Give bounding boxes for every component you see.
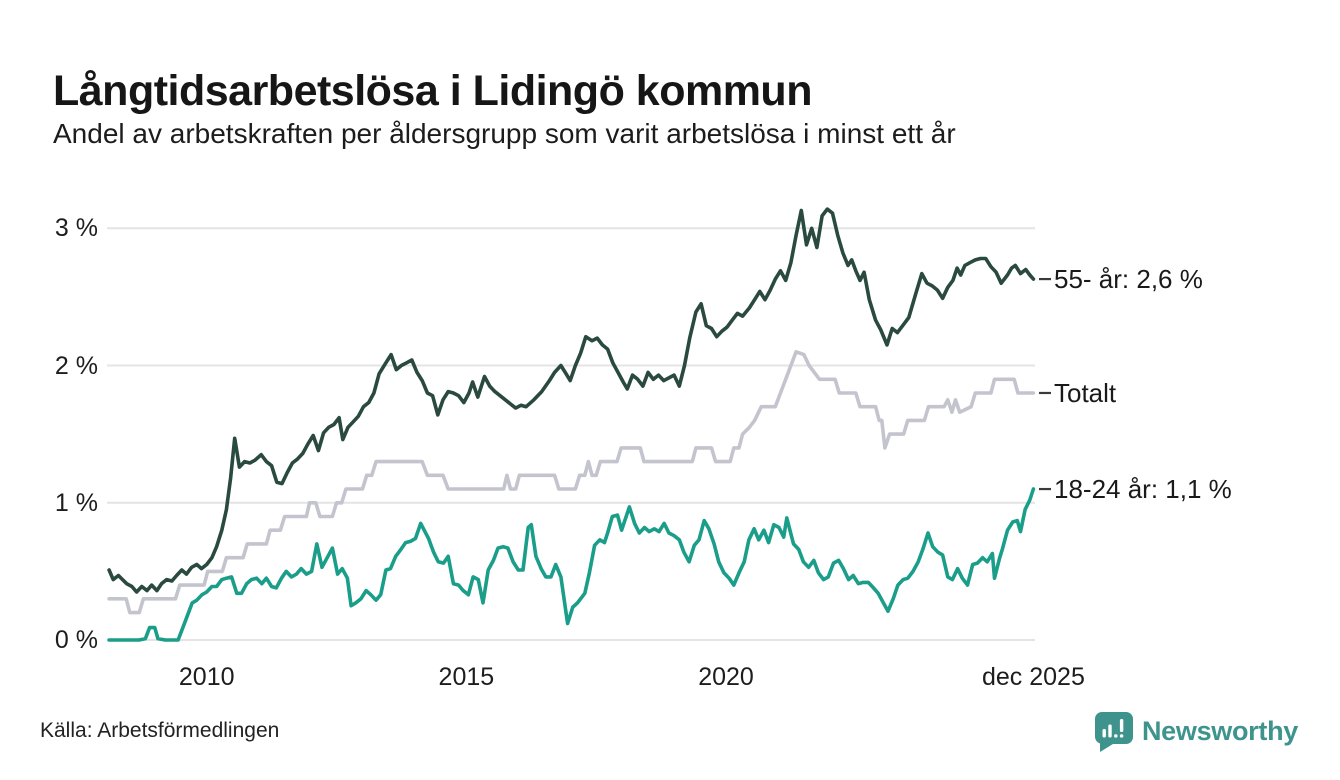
newsworthy-logo: Newsworthy xyxy=(1093,710,1298,753)
x-tick-label: 2010 xyxy=(178,663,235,691)
x-tick-label: dec 2025 xyxy=(982,663,1085,691)
series-annotation-totalt: Totalt xyxy=(1054,377,1117,408)
icon-bar xyxy=(1102,729,1106,738)
y-tick-label: 0 % xyxy=(54,626,98,654)
y-tick-label: 3 % xyxy=(54,214,98,243)
y-tick-label: 1 % xyxy=(54,488,98,517)
icon-bar xyxy=(1119,734,1124,738)
series-annotation-1824: 18-24 år: 1,1 % xyxy=(1054,474,1232,505)
series-line-55-r xyxy=(107,207,1036,594)
source-note: Källa: Arbetsförmedlingen xyxy=(40,719,280,742)
page-title: Långtidsarbetslösa i Lidingö kommun xyxy=(53,66,812,115)
x-tick-label: 2015 xyxy=(438,663,495,691)
newsworthy-wordmark: Newsworthy xyxy=(1141,716,1298,746)
page-subtitle: Andel av arbetskraften per åldersgrupp s… xyxy=(53,118,956,149)
series-line-totalt xyxy=(107,349,1036,615)
series-line-18-24-r xyxy=(107,487,1036,642)
series-annotation-55: 55- år: 2,6 % xyxy=(1054,264,1203,295)
x-tick-label: 2020 xyxy=(698,663,754,691)
icon-bar xyxy=(1108,724,1112,738)
icon-bar xyxy=(1119,719,1124,732)
speech-bubble-shape xyxy=(1094,712,1133,752)
newsworthy-bubble-chart-icon xyxy=(1093,710,1133,753)
y-tick-label: 2 % xyxy=(54,351,98,380)
icon-bar xyxy=(1114,734,1118,738)
